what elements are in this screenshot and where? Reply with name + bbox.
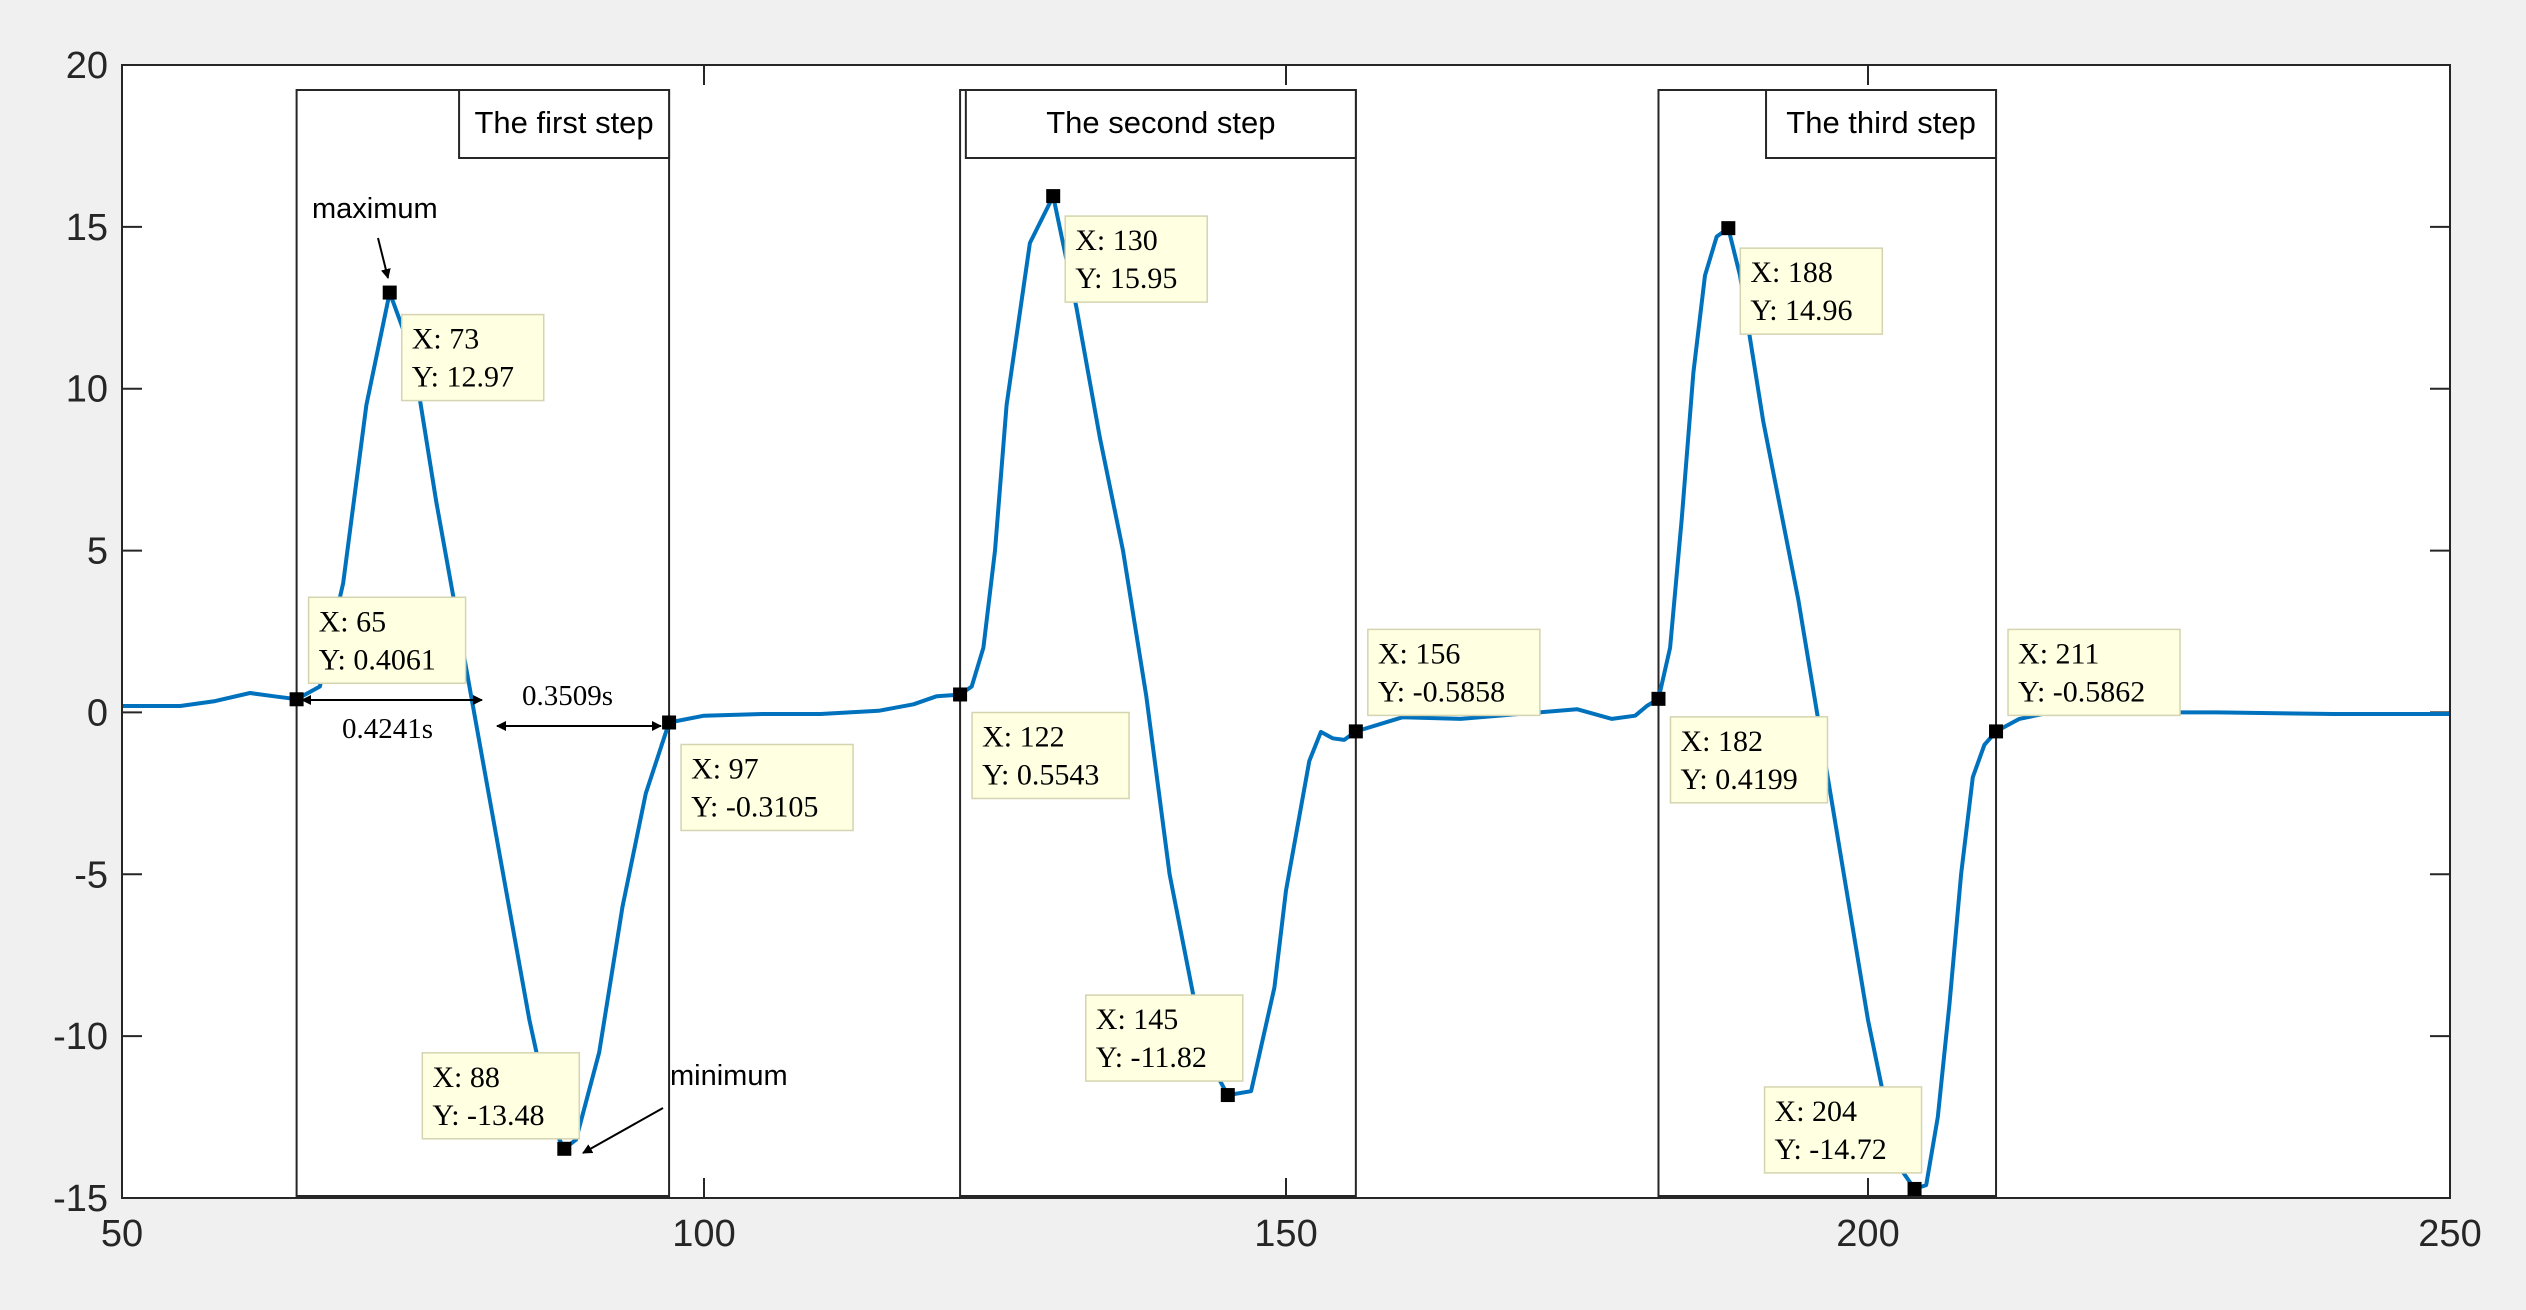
y-tick-label: 20: [66, 45, 108, 87]
data-tip-marker: [289, 692, 304, 707]
data-tip-text: Y: 14.96: [1750, 294, 1852, 327]
step-title-box: [1765, 89, 1998, 159]
data-tip-box: [1763, 1086, 1923, 1174]
step-label: The third step: [1786, 105, 1976, 140]
x-tick-label: 100: [672, 1213, 735, 1255]
data-tip-marker: [557, 1141, 572, 1156]
data-tip-marker: [1721, 221, 1736, 236]
y-tick-label: -15: [53, 1178, 108, 1220]
data-tip-text: X: 88: [432, 1061, 500, 1094]
data-tip-text: Y: -0.5858: [1378, 675, 1505, 708]
step-title-box: [458, 89, 671, 159]
data-tip-text: X: 156: [1378, 637, 1461, 670]
step-label: The first step: [474, 105, 653, 140]
tick-labels: 50 100 150 200 250 -15 -10 -5 0 5 10 15 20: [53, 45, 2482, 1255]
x-tick-label: 150: [1254, 1213, 1317, 1255]
step-title-box: [964, 89, 1357, 159]
data-tip-text: Y: 15.95: [1075, 262, 1177, 295]
step-label: The second step: [1046, 105, 1275, 140]
data-tip-box: [1085, 994, 1244, 1082]
data-tip-box: [1739, 247, 1884, 335]
rise-duration-label: 0.4241s: [342, 713, 433, 745]
data-tip-marker: [1989, 724, 2004, 739]
data-tip-marker: [1348, 724, 1363, 739]
data-tip-box: [421, 1052, 581, 1140]
y-tick-label: -10: [53, 1016, 108, 1058]
data-tip-box: [1669, 716, 1829, 804]
data-tip-text: X: 211: [2018, 637, 2099, 670]
data-tip-text: X: 73: [412, 323, 480, 356]
data-tip-marker: [1220, 1088, 1235, 1103]
data-tip-marker: [1046, 189, 1061, 204]
axes-frame: [121, 64, 2451, 1199]
data-tip-text: Y: 12.97: [412, 361, 514, 394]
data-tip-text: Y: -14.72: [1775, 1133, 1887, 1166]
minimum-label: minimum: [670, 1060, 788, 1092]
step-boxes: The first step The second step The third s…: [295, 89, 1998, 1197]
data-tip-box: [971, 711, 1130, 800]
data-tip-box: [307, 596, 467, 685]
y-tick-label: -5: [74, 854, 108, 896]
data-tip-text: X: 188: [1750, 256, 1833, 289]
data-tip-box: [1064, 215, 1208, 303]
y-tick-label: 15: [66, 207, 108, 249]
y-tick-label: 10: [66, 369, 108, 411]
data-tip-text: Y: -11.82: [1096, 1041, 1207, 1074]
y-tick-label: 0: [87, 692, 108, 734]
data-tip-text: X: 122: [982, 720, 1065, 753]
data-tip-text: Y: -0.3105: [691, 790, 818, 823]
maximum-arrow: [377, 237, 391, 279]
data-tip-text: Y: -0.5862: [2018, 675, 2145, 708]
data-tip-text: Y: 0.5543: [982, 758, 1099, 791]
data-tip-box: [2007, 628, 2181, 717]
data-tip-marker: [1907, 1181, 1922, 1196]
data-tips: X: 65 Y: 0.4061 X: 73 Y: 12.97 X: 88 Y: -13.4…: [289, 189, 2181, 1196]
data-tip-box: [680, 743, 854, 832]
data-tip-text: X: 145: [1096, 1003, 1179, 1036]
data-tip-text: X: 97: [691, 752, 759, 785]
x-tick-label: 200: [1836, 1213, 1899, 1255]
y-tick-label: 5: [87, 531, 108, 573]
data-tip-text: X: 65: [319, 605, 387, 638]
minimum-arrow: [582, 1107, 664, 1154]
data-tip-text: X: 204: [1775, 1095, 1858, 1128]
data-tip-marker: [662, 715, 677, 730]
data-tip-text: X: 130: [1075, 224, 1158, 257]
data-tip-text: X: 182: [1680, 725, 1763, 758]
data-tip-marker: [953, 687, 968, 702]
maximum-label: maximum: [312, 193, 438, 225]
data-tip-text: Y: 0.4199: [1680, 763, 1797, 796]
data-tip-text: Y: -13.48: [432, 1099, 544, 1132]
x-tick-label: 50: [101, 1213, 143, 1255]
data-tip-marker: [1651, 691, 1666, 706]
data-tip-text: Y: 0.4061: [319, 643, 436, 676]
annotations: maximum minimum 0.4241s 0.3509s: [301, 193, 788, 1154]
fall-duration-label: 0.3509s: [522, 680, 613, 712]
data-tip-box: [400, 313, 545, 402]
x-tick-label: 250: [2418, 1213, 2481, 1255]
data-tip-box: [1367, 628, 1541, 717]
data-tip-marker: [382, 285, 397, 300]
